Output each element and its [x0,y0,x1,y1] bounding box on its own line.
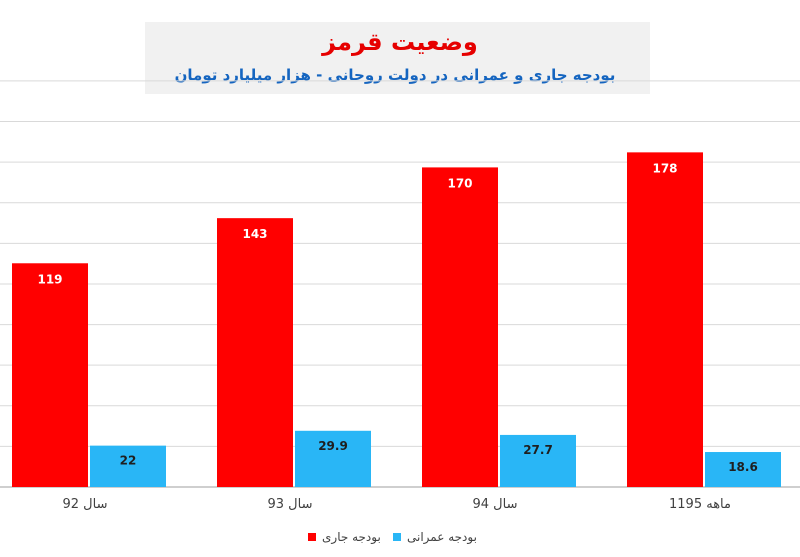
bars-group: 119 22 143 29.9 170 27.7 178 18.6 [12,152,781,488]
bar-development-2 [500,434,576,487]
legend: بودجه جاری بودجه عمرانی [308,530,477,545]
data-label-development-2: 27.7 [523,443,553,457]
data-label-current-3: 178 [652,161,677,175]
title-background [145,22,650,94]
data-label-development-1: 29.9 [318,439,348,453]
bar-current-3 [627,152,703,488]
legend-label-development: بودجه عمرانی [407,530,477,545]
bar-current-0 [12,263,88,487]
legend-label-current: بودجه جاری [322,530,381,545]
bar-development-0 [90,445,166,487]
bar-development-1 [295,430,371,487]
data-label-current-0: 119 [37,272,62,286]
chart-title: وضعیت قرمز [321,28,478,56]
data-label-current-1: 143 [242,227,267,241]
data-label-development-0: 22 [120,454,137,468]
legend-swatch-development [393,533,401,541]
category-label-3: 11ماهه 95 [669,497,731,512]
bar-current-2 [422,167,498,487]
category-label-2: سال 94 [473,497,518,512]
legend-swatch-current [308,533,316,541]
category-label-1: سال 93 [268,497,313,512]
data-label-development-3: 18.6 [728,460,758,474]
data-label-current-2: 170 [447,176,472,190]
chart-subtitle: بودجه جاری و عمرانی در دولت روحانی - هزا… [175,66,616,84]
bar-current-1 [217,218,293,487]
bar-development-3 [705,452,781,487]
category-label-0: سال 92 [63,497,108,512]
